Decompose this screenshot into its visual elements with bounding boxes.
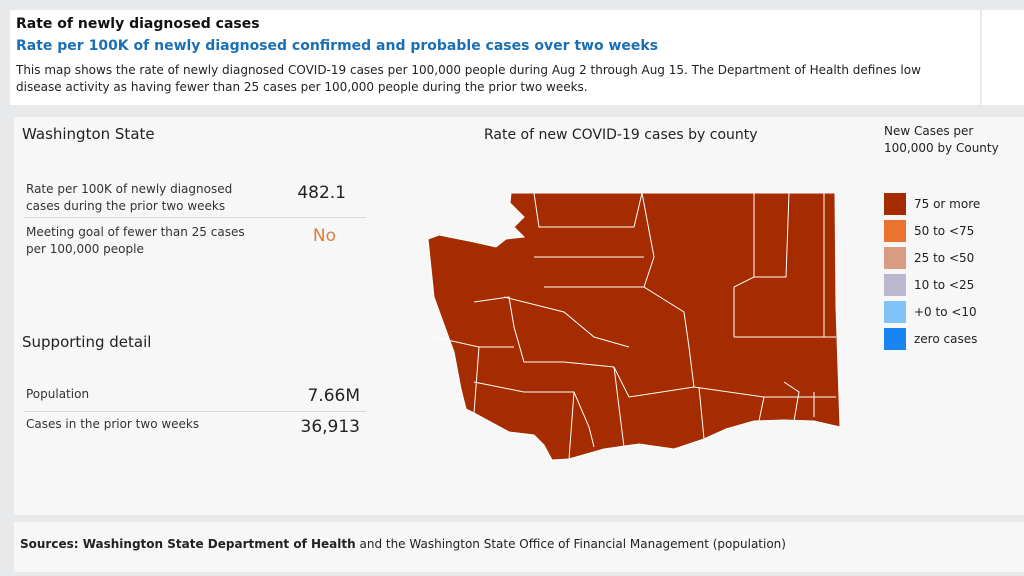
legend-swatch — [884, 301, 906, 323]
summary-label: Rate per 100K of newly diagnosed cases d… — [26, 182, 233, 213]
content-card: Washington State Rate per 100K of newly … — [14, 117, 1024, 515]
summary-label: Meeting goal of fewer than 25 cases per … — [26, 225, 245, 256]
legend-label: 75 or more — [914, 197, 981, 211]
separator — [24, 411, 366, 412]
county-lines — [433, 192, 836, 460]
legend-label: 50 to <75 — [914, 224, 975, 238]
supporting-label: Population — [26, 387, 90, 401]
source-rest: and the Washington State Office of Finan… — [359, 537, 786, 551]
legend-item: 50 to <75 — [884, 220, 974, 242]
separator — [24, 217, 366, 218]
legend-swatch — [884, 274, 906, 296]
map-title: Rate of new COVID-19 cases by county — [484, 127, 758, 143]
legend-item: 10 to <25 — [884, 274, 974, 296]
header-side — [982, 10, 1024, 105]
state-shape — [427, 192, 841, 461]
supporting-value: 36,913 — [300, 417, 360, 437]
legend-item: 25 to <50 — [884, 247, 974, 269]
header-card: Rate of newly diagnosed cases Rate per 1… — [10, 10, 980, 105]
legend-swatch — [884, 193, 906, 215]
supporting-value: 7.66M — [307, 386, 360, 406]
legend-swatch — [884, 328, 906, 350]
summary-title: Washington State — [22, 125, 155, 143]
legend-label: zero cases — [914, 332, 978, 346]
supporting-label: Cases in the prior two weeks — [26, 417, 200, 431]
legend-item: +0 to <10 — [884, 301, 977, 323]
sources: Sources: Washington State Department of … — [20, 537, 786, 551]
summary-value: 482.1 — [297, 183, 346, 203]
map — [427, 192, 841, 461]
legend-item: zero cases — [884, 328, 977, 350]
legend-label: 25 to <50 — [914, 251, 975, 265]
header-title: Rate of newly diagnosed cases — [16, 16, 260, 32]
legend-title: New Cases per 100,000 by County — [884, 124, 999, 155]
legend-item: 75 or more — [884, 193, 980, 215]
footer-card: Sources: Washington State Department of … — [14, 522, 1024, 572]
legend-label: 10 to <25 — [914, 278, 975, 292]
legend-swatch — [884, 247, 906, 269]
source-bold: Sources: Washington State Department of … — [20, 537, 356, 551]
legend-swatch — [884, 220, 906, 242]
header-subtitle: Rate per 100K of newly diagnosed confirm… — [16, 38, 659, 54]
header-description: This map shows the rate of newly diagnos… — [16, 63, 921, 94]
supporting-title: Supporting detail — [22, 333, 152, 351]
legend-label: +0 to <10 — [914, 305, 977, 319]
summary-value: No — [312, 226, 336, 246]
